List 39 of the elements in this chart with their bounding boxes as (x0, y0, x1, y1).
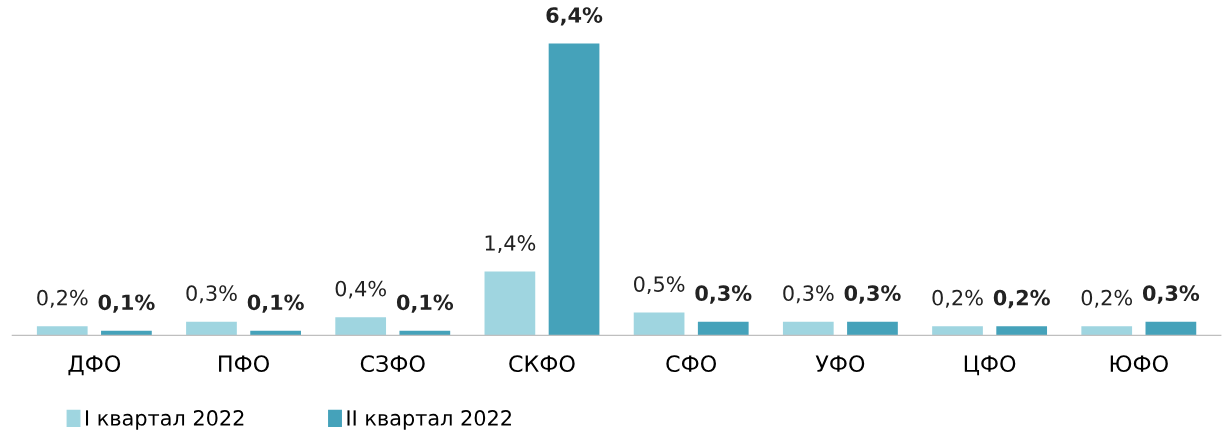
bar (996, 326, 1048, 336)
x-tick-label: ЦФО (964, 355, 1016, 376)
bar (782, 321, 834, 336)
bar (548, 43, 600, 336)
data-label: 0,3% (783, 285, 834, 304)
data-label: 0,1% (247, 294, 304, 313)
x-tick-label: УФО (815, 355, 865, 373)
bar (335, 317, 387, 336)
bar (1081, 326, 1133, 336)
data-label: 0,5% (634, 276, 685, 295)
bar (1145, 321, 1197, 336)
bar (847, 321, 898, 336)
bar (932, 326, 983, 336)
data-label: 6,4% (546, 7, 603, 26)
data-label: 0,3% (695, 285, 752, 304)
x-tick-label: ПФО (219, 355, 269, 373)
bar (186, 321, 237, 336)
x-tick-label: ДФО (68, 355, 121, 376)
bar (697, 321, 749, 336)
data-label: 0,3% (1142, 285, 1200, 304)
bar (633, 312, 685, 336)
x-tick-label: ЮФО (1110, 355, 1168, 373)
data-label: 0,1% (396, 294, 454, 313)
x-tick-label: СЗФО (360, 355, 425, 373)
legend-label: II квартал 2022 (347, 410, 511, 430)
data-label: 0,3% (186, 285, 237, 304)
data-label: 0,2% (932, 289, 983, 308)
data-label: 0,1% (98, 294, 155, 313)
x-tick-label: СФО (666, 355, 716, 373)
legend-label: I квартал 2022 (85, 410, 244, 430)
data-label: 0,2% (37, 289, 88, 308)
x-tick-label: СКФО (509, 355, 575, 373)
data-label: 0,2% (993, 289, 1050, 309)
bar (36, 326, 88, 336)
data-label: 0,4% (335, 280, 386, 299)
bar (484, 271, 536, 336)
data-label: 0,2% (1081, 289, 1133, 308)
data-label: 1,4% (485, 235, 536, 253)
data-label: 0,3% (844, 285, 901, 304)
